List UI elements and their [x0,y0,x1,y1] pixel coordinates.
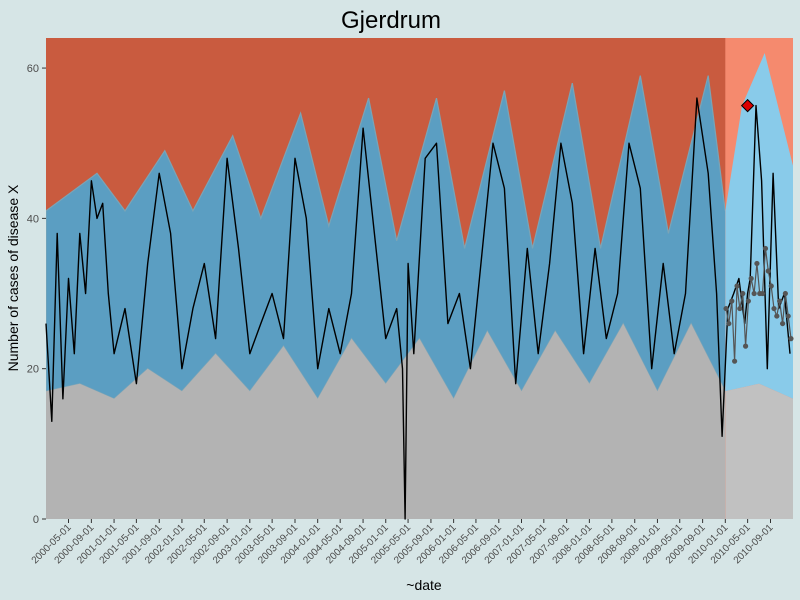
y-tick-label: 40 [27,213,39,225]
forecast-band-region [725,53,793,399]
forecast-point [768,283,774,289]
forecast-point [751,290,757,297]
forecast-point [779,320,786,327]
forecast-point [771,305,777,312]
forecast-point [732,358,738,364]
y-tick-label: 60 [27,63,39,75]
forecast-point [742,343,749,349]
forecast-point [762,245,769,252]
y-axis: 0 20 40 60 [27,63,46,526]
highlight-point [740,98,755,113]
lower-region [46,323,726,519]
forecast-point [754,260,760,267]
band-region [46,75,726,401]
y-tick-label: 20 [27,364,39,376]
forecast-point [774,313,780,319]
forecast-point [729,298,735,304]
chart-title: Gjerdrum [341,7,441,34]
forecast-point [734,283,740,289]
forecast-point [788,336,794,342]
forecast-points-line [725,248,792,362]
observed-line [45,97,791,520]
forecast-point [748,275,754,282]
x-axis-label: ~date [406,577,442,593]
forecast-point [785,313,791,319]
forecast-point [777,298,783,304]
forecast-region [725,38,793,519]
x-axis: 2000-05-012000-09-012001-01-012001-05-01… [30,519,776,566]
y-tick-label: 0 [33,514,39,526]
forecast-point [723,305,729,312]
forecast-point [765,268,771,274]
forecast-lower-region [725,383,793,519]
forecast-point [737,305,743,312]
forecast-point [759,290,766,297]
forecast-point [782,290,788,297]
forecast-point [745,298,751,304]
forecast-point [726,320,732,327]
plot-panel [45,38,794,520]
y-axis-label: Number of cases of disease X [5,184,21,371]
forecast-point [740,290,746,297]
